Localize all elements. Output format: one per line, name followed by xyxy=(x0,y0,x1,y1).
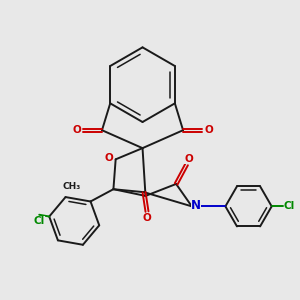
Text: Cl: Cl xyxy=(284,201,295,212)
Text: O: O xyxy=(184,154,193,164)
Text: Cl: Cl xyxy=(34,217,45,226)
Text: O: O xyxy=(105,153,113,163)
Text: O: O xyxy=(204,125,213,135)
Text: N: N xyxy=(191,199,201,212)
Text: O: O xyxy=(142,213,152,223)
Text: CH₃: CH₃ xyxy=(62,182,80,190)
Text: O: O xyxy=(72,125,81,135)
